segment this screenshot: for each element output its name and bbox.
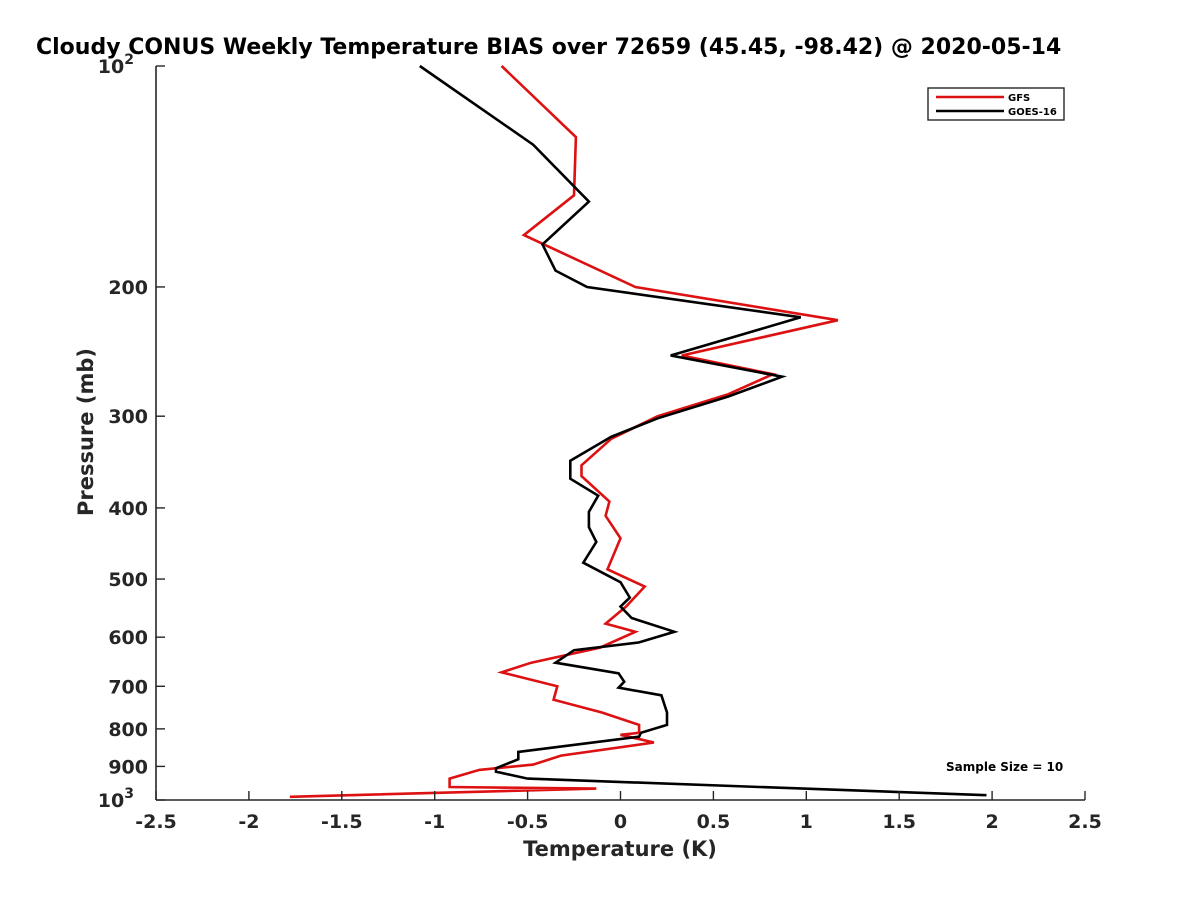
x-tick-label-7: 1: [800, 811, 813, 833]
y-axis-title: Pressure (mb): [74, 348, 98, 516]
legend: GFS GOES-16: [927, 87, 1065, 121]
chart-title: Cloudy CONUS Weekly Temperature BIAS ove…: [36, 35, 1061, 60]
legend-label-1: GOES-16: [1008, 107, 1057, 118]
x-axis-ticks: -2.5 -2 -1.5 -1 -0.5 0 0.5 1 1.5 2 2.5: [135, 791, 1102, 833]
y-axis-ticks: 102 200 300 400 500 600 700 800 900 103: [98, 52, 165, 812]
y-tick-label-2: 300: [108, 406, 148, 428]
y-tick-label-8: 900: [108, 756, 148, 778]
plot-lines: [289, 64, 987, 799]
y-tick-label-4: 500: [108, 569, 148, 591]
x-tick-label-8: 1.5: [882, 811, 916, 833]
y-tick-label-6: 700: [108, 676, 148, 698]
legend-box: [927, 87, 1065, 121]
x-tick-label-5: 0: [614, 811, 627, 833]
x-axis-title: Temperature (K): [523, 837, 717, 861]
y-tick-label-0: 102: [98, 52, 134, 78]
series-line-1: [419, 64, 987, 797]
sample-size-annotation: Sample Size = 10: [946, 760, 1063, 774]
x-tick-label-4: -0.5: [507, 811, 549, 833]
x-tick-label-10: 2.5: [1068, 811, 1102, 833]
x-tick-label-3: -1: [424, 811, 445, 833]
y-tick-label-3: 400: [108, 498, 148, 520]
y-tick-label-7: 800: [108, 719, 148, 741]
series-line-0: [289, 65, 839, 799]
y-tick-label-1: 200: [108, 277, 148, 299]
y-tick-label-5: 600: [108, 627, 148, 649]
x-tick-label-0: -2.5: [135, 811, 177, 833]
legend-label-0: GFS: [1008, 93, 1030, 104]
x-tick-label-9: 2: [985, 811, 998, 833]
y-tick-label-9: 103: [98, 786, 134, 812]
x-tick-label-2: -1.5: [321, 811, 363, 833]
x-tick-label-1: -2: [238, 811, 259, 833]
x-tick-label-6: 0.5: [697, 811, 731, 833]
